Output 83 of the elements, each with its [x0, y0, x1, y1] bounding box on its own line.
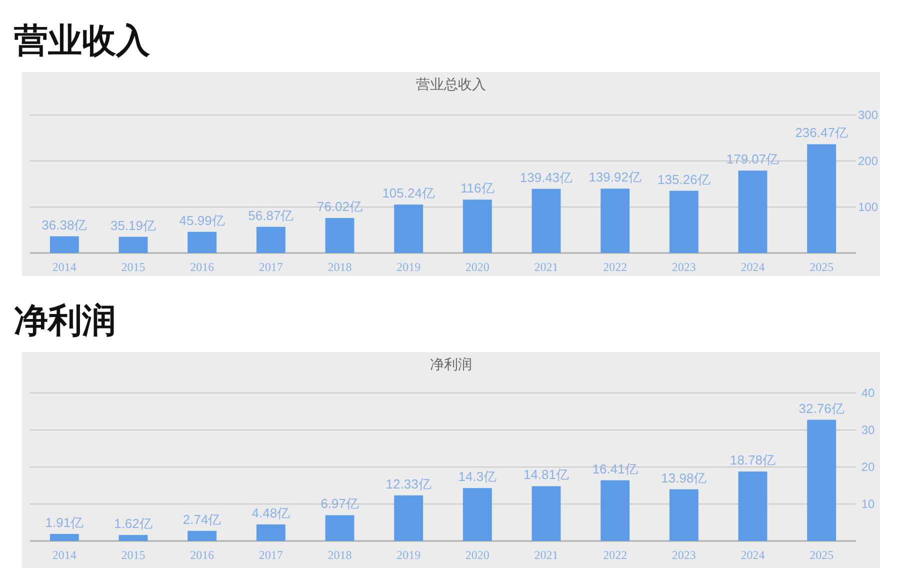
- x-tick-label: 2015: [121, 260, 146, 274]
- bar: [394, 495, 424, 541]
- bar: [188, 530, 217, 541]
- chart-subtitle: 营业总收入: [416, 76, 486, 92]
- x-tick-label: 2025: [810, 548, 834, 562]
- y-tick-label: 300: [858, 108, 878, 122]
- x-tick-label: 2023: [672, 260, 696, 274]
- data-label: 13.98亿: [661, 470, 707, 486]
- x-tick-label: 2020: [465, 548, 490, 562]
- bar: [738, 472, 768, 541]
- bar: [256, 524, 286, 541]
- x-tick-label: 2024: [740, 260, 765, 274]
- bar: [738, 170, 768, 253]
- x-tick-label: 2015: [121, 548, 146, 562]
- bar: [256, 226, 286, 253]
- data-label: 139.92亿: [588, 170, 642, 185]
- data-label: 36.38亿: [42, 217, 88, 232]
- x-tick-label: 2018: [328, 260, 352, 274]
- data-label: 1.62亿: [114, 516, 152, 532]
- data-label: 18.78亿: [730, 452, 776, 468]
- data-label: 135.26亿: [658, 172, 710, 187]
- bar: [325, 515, 354, 541]
- x-tick-label: 2025: [810, 260, 834, 274]
- x-tick-label: 2017: [258, 260, 283, 274]
- data-label: 12.33亿: [386, 476, 432, 492]
- x-tick-label: 2014: [52, 260, 76, 274]
- data-label: 45.99亿: [179, 212, 225, 228]
- x-tick-label: 2016: [190, 260, 214, 274]
- bar: [600, 188, 630, 253]
- x-tick-label: 2022: [603, 260, 628, 274]
- x-tick-label: 2017: [258, 548, 283, 562]
- x-tick-label: 2014: [52, 548, 76, 562]
- y-tick-label: 100: [858, 200, 878, 214]
- bar: [462, 200, 492, 253]
- y-tick-label: 10: [861, 497, 875, 511]
- bar: [188, 232, 217, 253]
- data-label: 116亿: [460, 180, 494, 196]
- data-label: 139.43亿: [520, 170, 573, 185]
- data-label: 76.02亿: [316, 199, 363, 214]
- y-tick-label: 20: [861, 460, 875, 474]
- bar: [807, 420, 836, 541]
- bar: [118, 535, 148, 541]
- bar: [669, 489, 698, 541]
- data-label: 14.81亿: [523, 467, 570, 482]
- chart-title: 净利润: [14, 302, 116, 340]
- bar: [394, 204, 424, 253]
- bar: [807, 144, 836, 253]
- x-tick-label: 2021: [534, 260, 558, 274]
- x-tick-label: 2019: [396, 260, 421, 274]
- data-label: 1.91亿: [45, 514, 84, 530]
- bar: [50, 236, 79, 253]
- data-label: 16.41亿: [592, 461, 638, 476]
- bar: [532, 486, 561, 541]
- data-label: 56.87亿: [248, 208, 294, 223]
- x-tick-label: 2021: [534, 548, 558, 562]
- x-tick-label: 2024: [740, 548, 765, 562]
- data-label: 105.24亿: [382, 186, 435, 201]
- y-tick-label: 30: [861, 423, 875, 437]
- x-tick-label: 2019: [396, 548, 421, 562]
- x-tick-label: 2022: [603, 548, 628, 562]
- x-tick-label: 2016: [190, 548, 214, 562]
- chart-title: 营业收入: [14, 22, 151, 60]
- x-tick-label: 2020: [465, 260, 490, 274]
- chart-subtitle: 净利润: [430, 356, 472, 372]
- y-tick-label: 40: [861, 386, 875, 400]
- data-label: 14.3亿: [458, 469, 497, 484]
- y-tick-label: 200: [858, 154, 878, 168]
- bar: [118, 236, 148, 253]
- bar: [462, 488, 492, 541]
- bar: [600, 480, 630, 541]
- bar: [50, 534, 79, 541]
- data-label: 2.74亿: [182, 512, 222, 527]
- data-label: 32.76亿: [798, 400, 844, 416]
- data-label: 236.47亿: [795, 125, 848, 140]
- data-label: 4.48亿: [252, 505, 290, 520]
- data-label: 35.19亿: [110, 218, 156, 233]
- x-tick-label: 2023: [672, 548, 696, 562]
- bar: [669, 190, 698, 253]
- data-label: 6.97亿: [320, 496, 359, 512]
- bar: [325, 218, 354, 253]
- data-label: 179.07亿: [726, 152, 780, 167]
- bar: [532, 188, 561, 253]
- x-tick-label: 2018: [328, 548, 352, 562]
